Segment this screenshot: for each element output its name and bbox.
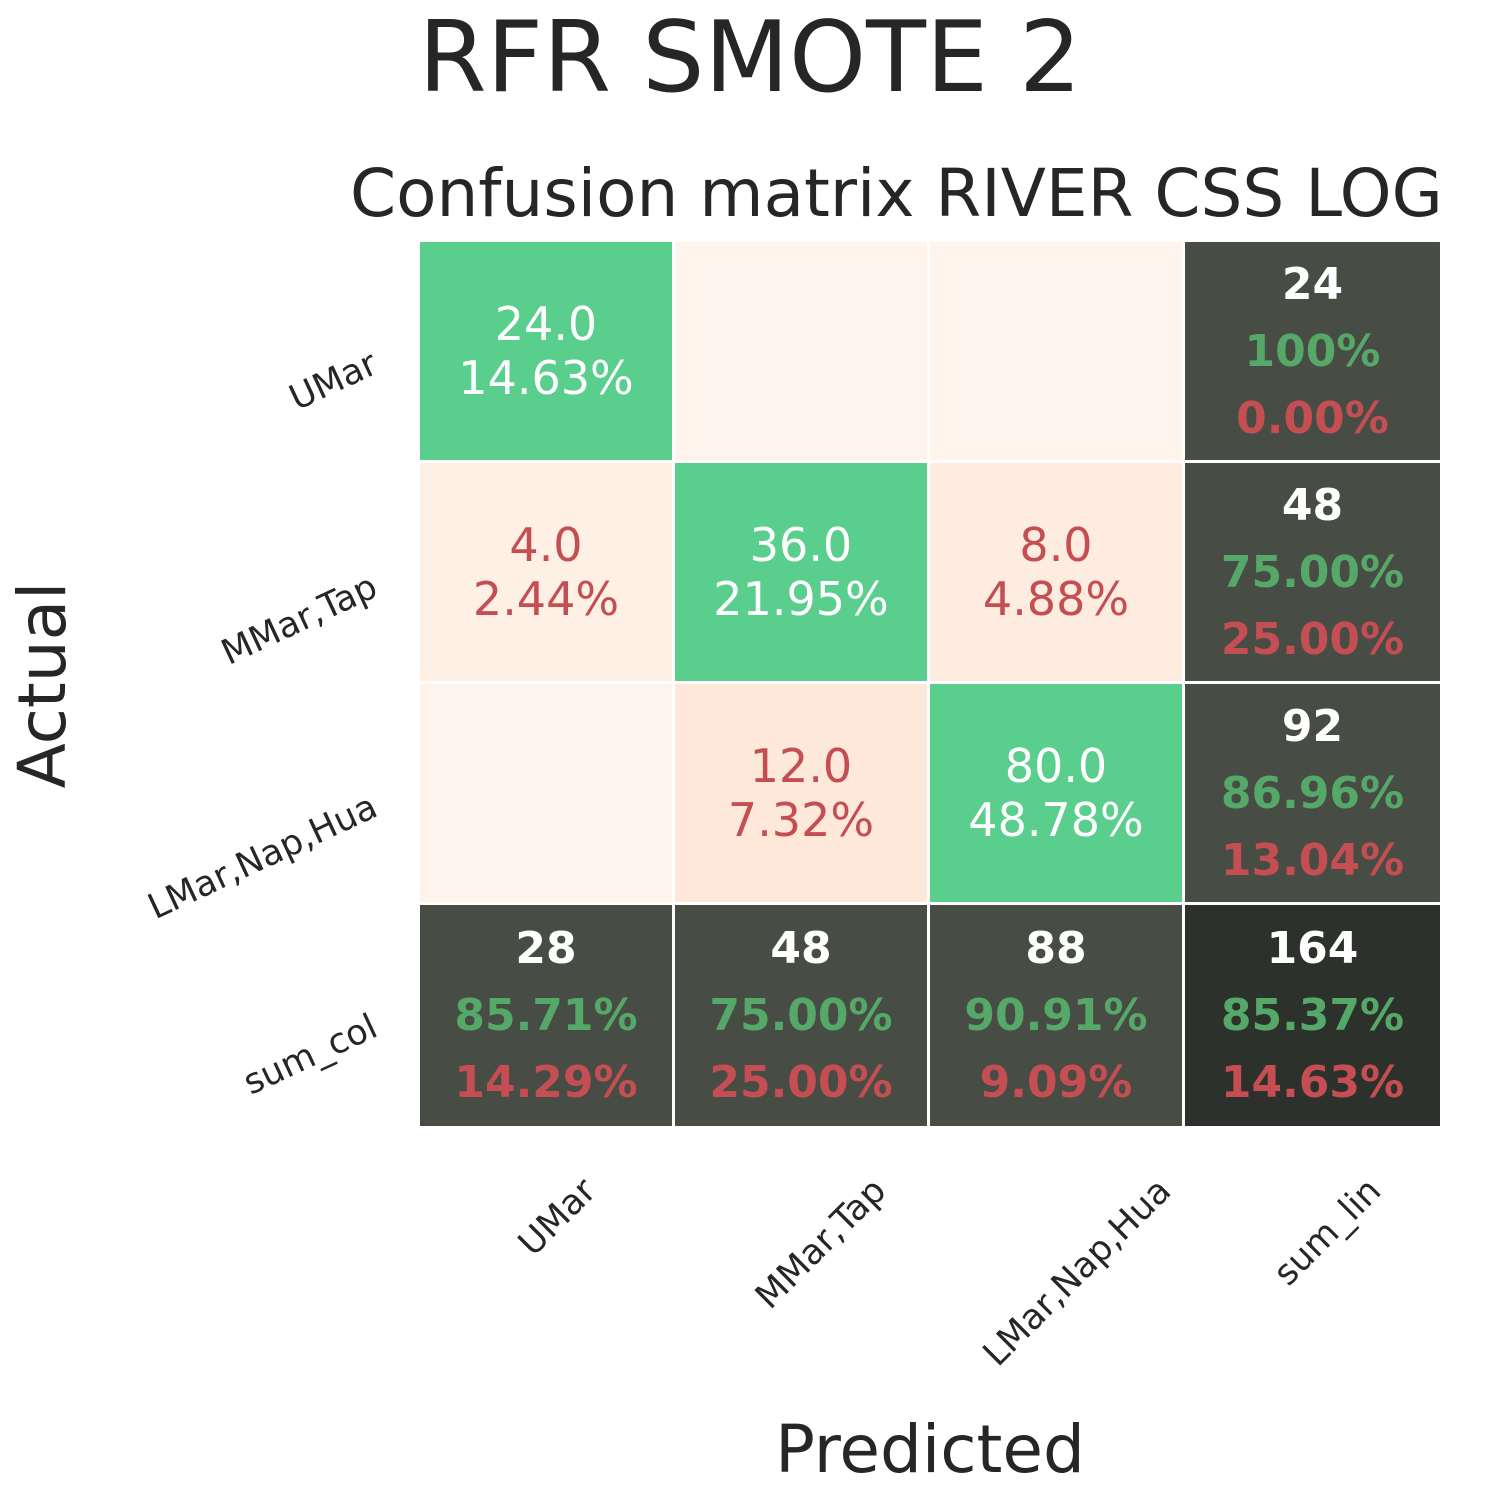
row-sum-cell: 48 75.00% 25.00% <box>1185 463 1440 684</box>
y-tick-label: LMar,Nap,Hua <box>142 786 384 928</box>
col-sum-cell: 88 90.91% 9.09% <box>930 905 1185 1126</box>
cell-value-label: 24.0 <box>494 297 598 351</box>
x-tick-label: MMar,Tap <box>748 1170 895 1317</box>
sum-correct-percent: 100% <box>1244 325 1381 377</box>
matrix-cell: 4.0 2.44% <box>420 463 675 684</box>
cell-value-label: 7.32% <box>727 793 875 847</box>
y-tick-label: UMar <box>283 343 384 419</box>
matrix-cell <box>930 242 1185 463</box>
sum-correct-percent: 85.71% <box>454 990 638 1041</box>
sum-error-percent: 14.63% <box>1220 1057 1405 1108</box>
col-sum-cell: 28 85.71% 14.29% <box>420 905 675 1126</box>
cell-value-label: 48.78% <box>968 793 1144 847</box>
matrix-cell: 12.0 7.32% <box>675 684 930 905</box>
y-tick-label: MMar,Tap <box>215 566 384 674</box>
x-tick-label: LMar,Nap,Hua <box>975 1170 1180 1375</box>
cell-value-label: 12.0 <box>749 739 853 793</box>
sum-correct-percent: 75.00% <box>709 990 893 1041</box>
sum-total-label: 92 <box>1281 700 1344 752</box>
matrix-cell: 8.0 4.88% <box>930 463 1185 684</box>
cell-value-label: 4.0 <box>509 518 583 572</box>
cell-value-label: 21.95% <box>713 572 889 626</box>
matrix-cell-diagonal: 80.0 48.78% <box>930 684 1185 905</box>
sum-error-percent: 25.00% <box>1220 613 1405 665</box>
sum-total-label: 48 <box>770 923 832 974</box>
matrix-cell-diagonal: 36.0 21.95% <box>675 463 930 684</box>
sum-correct-percent: 90.91% <box>964 990 1148 1041</box>
cell-value-label: 4.88% <box>982 572 1130 626</box>
sum-correct-percent: 86.96% <box>1220 767 1405 819</box>
y-axis-label: Actual <box>4 581 81 789</box>
row-sum-cell: 24 100% 0.00% <box>1185 242 1440 463</box>
sum-error-percent: 9.09% <box>979 1057 1133 1108</box>
x-axis-label: Predicted <box>775 1411 1085 1488</box>
col-sum-cell: 48 75.00% 25.00% <box>675 905 930 1126</box>
sum-correct-percent: 75.00% <box>1220 546 1405 598</box>
matrix-cell <box>420 684 675 905</box>
cell-value-label: 2.44% <box>472 572 620 626</box>
x-tick-label: sum_lin <box>1266 1170 1390 1294</box>
sum-total-label: 88 <box>1025 923 1087 974</box>
sum-correct-percent: 85.37% <box>1220 990 1405 1041</box>
sum-total-label: 24 <box>1281 258 1344 310</box>
row-sum-cell: 92 86.96% 13.04% <box>1185 684 1440 905</box>
sum-total-label: 164 <box>1266 923 1359 974</box>
confusion-matrix-heatmap: 24.0 14.63% 24 100% 0.00% 4.0 2.44% 36.0 21.95% 8… <box>420 242 1440 1126</box>
sum-error-percent: 0.00% <box>1236 392 1389 444</box>
figure-suptitle: RFR SMOTE 2 <box>418 1 1082 115</box>
cell-value-label: 8.0 <box>1019 518 1093 572</box>
matrix-cell <box>675 242 930 463</box>
matrix-cell-diagonal: 24.0 14.63% <box>420 242 675 463</box>
sum-error-percent: 25.00% <box>709 1057 893 1108</box>
cell-value-label: 36.0 <box>749 518 853 572</box>
grand-total-cell: 164 85.37% 14.63% <box>1185 905 1440 1126</box>
x-tick-label: UMar <box>511 1170 605 1264</box>
cell-value-label: 14.63% <box>458 351 634 405</box>
chart-title: Confusion matrix RIVER CSS LOG <box>350 155 1443 232</box>
sum-total-label: 28 <box>515 923 577 974</box>
sum-error-percent: 14.29% <box>454 1057 638 1108</box>
cell-value-label: 80.0 <box>1004 739 1108 793</box>
y-tick-label: sum_col <box>237 1006 384 1104</box>
sum-total-label: 48 <box>1281 479 1344 531</box>
sum-error-percent: 13.04% <box>1220 834 1405 886</box>
